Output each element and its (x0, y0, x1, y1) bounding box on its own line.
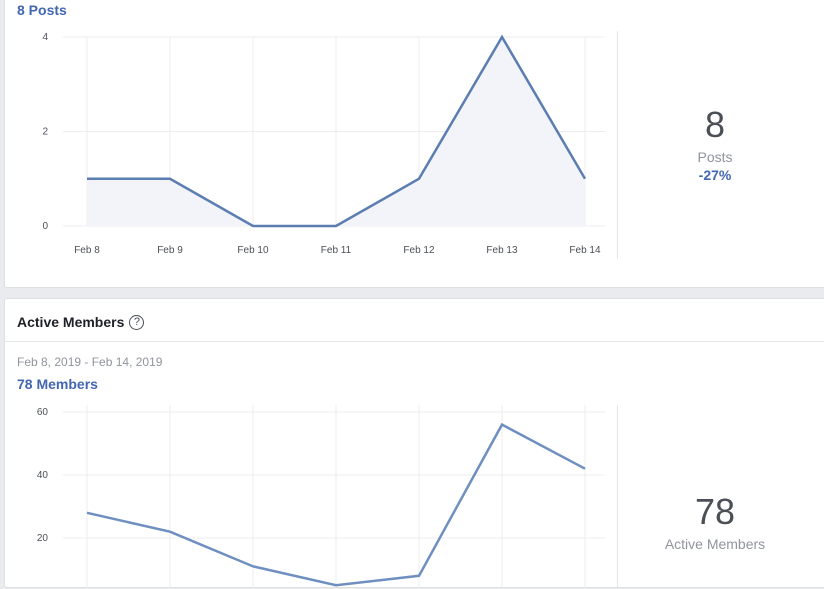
x-tick-label: Feb 8 (74, 245, 100, 256)
x-tick-label: Feb 12 (403, 245, 435, 256)
posts-total: 8 (615, 107, 815, 143)
posts-summary: 8 Posts -27% (615, 107, 815, 183)
y-tick-label: 40 (37, 470, 49, 481)
members-total-label: Active Members (615, 536, 815, 552)
y-tick-label: 0 (42, 221, 48, 232)
x-tick-label: Feb 10 (237, 245, 269, 256)
x-tick-label: Feb 9 (157, 245, 183, 256)
posts-change: -27% (615, 167, 815, 183)
x-tick-label: Feb 14 (569, 245, 601, 256)
x-tick-label: Feb 11 (321, 245, 352, 256)
y-tick-label: 2 (42, 127, 48, 138)
x-tick-label: Feb 13 (486, 245, 518, 256)
members-summary: 78 Active Members (615, 494, 815, 552)
active-members-card: Active Members ? Feb 8, 2019 - Feb 14, 2… (4, 298, 824, 588)
posts-card: 8 Posts 0 2 4 Feb 8 Feb 9 Feb 10 Feb 11 Feb 12 F… (4, 0, 824, 288)
y-tick-label: 4 (42, 32, 48, 43)
posts-chart: 0 2 4 Feb 8 Feb 9 Feb 10 Feb 11 Feb 12 Feb 13 Feb… (5, 0, 625, 267)
y-tick-label: 20 (37, 533, 49, 544)
members-total: 78 (615, 494, 815, 530)
y-tick-label: 60 (37, 407, 49, 418)
members-chart: 20 40 60 (5, 299, 625, 589)
posts-total-label: Posts (615, 149, 815, 165)
